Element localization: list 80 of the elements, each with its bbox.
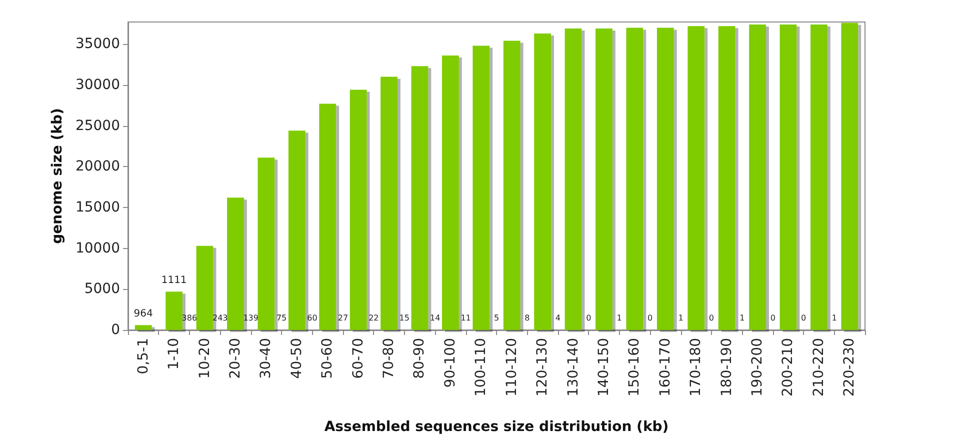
y-tick-label: 20000 bbox=[75, 158, 120, 175]
annotation: 1 bbox=[678, 314, 684, 322]
x-tick-label: 210-220 bbox=[810, 338, 827, 396]
x-tick-label: 100-110 bbox=[473, 338, 490, 396]
bar bbox=[319, 104, 336, 330]
annotation: 0 bbox=[647, 314, 653, 322]
x-tick-label: 150-160 bbox=[626, 338, 643, 396]
x-tick-label: 0,5-1 bbox=[135, 338, 152, 374]
bar bbox=[780, 24, 797, 330]
x-tick-label: 190-200 bbox=[750, 338, 766, 396]
bar bbox=[749, 24, 766, 330]
bar bbox=[288, 130, 306, 330]
x-tick-label: 50-60 bbox=[320, 338, 336, 379]
bar bbox=[411, 66, 428, 330]
annotation: 0 bbox=[708, 314, 714, 322]
bar bbox=[472, 46, 490, 330]
annotation: 1 bbox=[616, 314, 622, 322]
y-tick-label: 10000 bbox=[75, 240, 120, 256]
y-tick-label: 0 bbox=[111, 322, 120, 338]
bar bbox=[503, 40, 520, 330]
x-tick-label: 20-30 bbox=[227, 338, 244, 379]
x-tick-label: 160-170 bbox=[657, 338, 674, 396]
annotation: 75 bbox=[276, 314, 287, 322]
annotation: 1 bbox=[832, 314, 837, 322]
x-tick-label: 80-90 bbox=[412, 338, 428, 379]
bar bbox=[196, 246, 214, 330]
annotation: 11 bbox=[460, 314, 471, 322]
annotation: 0 bbox=[801, 314, 806, 322]
bar bbox=[810, 24, 828, 330]
bar bbox=[380, 76, 398, 330]
bar bbox=[626, 28, 644, 330]
x-tick-label: 30-40 bbox=[258, 338, 274, 379]
x-tick-label: 70-80 bbox=[381, 338, 398, 379]
x-tick-label: 60-70 bbox=[350, 338, 366, 379]
x-axis-title: Assembled sequences size distribution (kb) bbox=[324, 419, 669, 435]
x-tick-label: 120-130 bbox=[534, 338, 551, 396]
annotation: 14 bbox=[430, 314, 440, 322]
x-tick-label: 200-210 bbox=[780, 338, 796, 396]
annotation: 1111 bbox=[161, 275, 187, 286]
bar bbox=[718, 26, 736, 330]
annotation: 27 bbox=[338, 314, 348, 322]
bar bbox=[442, 55, 459, 330]
x-tick-label: 170-180 bbox=[688, 338, 704, 396]
annotation: 0 bbox=[770, 314, 776, 322]
bar bbox=[166, 292, 183, 330]
x-tick-label: 180-190 bbox=[718, 338, 735, 396]
y-tick-label: 25000 bbox=[75, 118, 120, 134]
bar bbox=[258, 158, 275, 330]
annotation: 5 bbox=[494, 314, 500, 322]
y-tick-label: 30000 bbox=[75, 76, 120, 93]
annotation: 0 bbox=[586, 314, 592, 322]
x-tick-label: 10-20 bbox=[196, 338, 213, 379]
x-tick-label: 110-120 bbox=[504, 338, 520, 396]
y-tick-label: 35000 bbox=[75, 36, 120, 52]
annotation: 386 bbox=[182, 314, 198, 322]
annotation: 15 bbox=[399, 314, 410, 322]
annotation: 964 bbox=[134, 308, 153, 320]
annotation: 4 bbox=[555, 314, 560, 322]
x-tick-label: 40-50 bbox=[288, 338, 305, 379]
bar bbox=[350, 90, 367, 330]
y-tick-label: 5000 bbox=[84, 281, 120, 298]
bar bbox=[564, 28, 582, 330]
x-tick-label: 90-100 bbox=[442, 338, 458, 388]
annotation: 8 bbox=[524, 314, 530, 322]
bar bbox=[688, 26, 705, 330]
annotation: 1 bbox=[740, 314, 745, 322]
x-tick-label: 130-140 bbox=[565, 338, 582, 396]
x-tick-label: 140-150 bbox=[596, 338, 612, 396]
bar bbox=[134, 325, 152, 330]
bar bbox=[841, 22, 858, 330]
x-tick-label: 220-230 bbox=[842, 338, 858, 396]
bar bbox=[596, 28, 612, 330]
bar bbox=[534, 33, 552, 330]
x-tick-label: 1-10 bbox=[166, 338, 182, 370]
annotation: 60 bbox=[307, 314, 318, 322]
y-tick-label: 15000 bbox=[75, 199, 120, 216]
annotation: 22 bbox=[368, 314, 379, 322]
bar bbox=[227, 198, 244, 330]
y-axis-title: genome size (kb) bbox=[50, 108, 66, 244]
bar bbox=[656, 28, 674, 330]
